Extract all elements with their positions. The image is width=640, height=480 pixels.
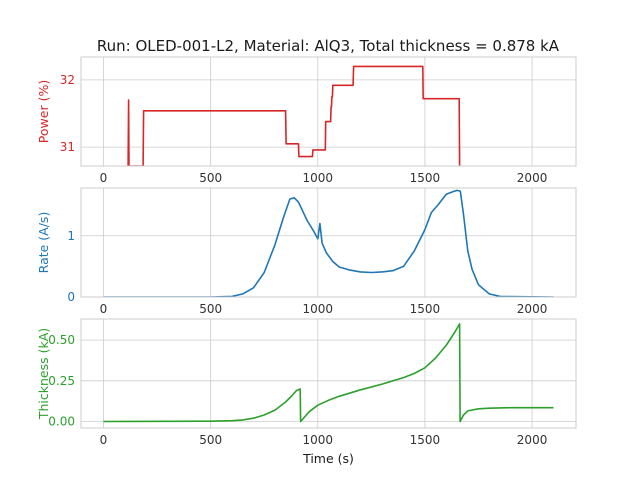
y-tick-label: 0	[67, 290, 75, 304]
x-tick-label: 2000	[517, 171, 548, 185]
x-tick-label: 1500	[410, 171, 441, 185]
thickness-series-line	[103, 323, 554, 423]
x-tick-label: 0	[100, 302, 108, 316]
x-tick-label: 2000	[517, 433, 548, 447]
x-tick-label: 500	[199, 433, 222, 447]
y-tick-label: 31	[60, 140, 75, 154]
rate-axes-frame	[80, 187, 577, 298]
x-tick-label: 1000	[303, 171, 334, 185]
panel-rate: 0 500 1000 1500 2000 0 1 Rate (A/s)	[36, 187, 577, 316]
x-tick-label: 1000	[303, 433, 334, 447]
panel-power: 0 500 1000 1500 2000 31 32 Power (%)	[36, 56, 577, 185]
rate-y-axis-label: Rate (A/s)	[36, 212, 51, 274]
y-tick-label: 0.50	[48, 333, 75, 347]
x-tick-label: 2000	[517, 302, 548, 316]
thickness-x-axis-label: Time (s)	[302, 451, 354, 466]
power-series-line	[127, 65, 461, 166]
x-tick-label: 1500	[410, 433, 441, 447]
figure-title: Run: OLED-001-L2, Material: AlQ3, Total …	[97, 37, 560, 55]
x-tick-label: 500	[199, 302, 222, 316]
y-tick-label: 32	[60, 73, 75, 87]
thickness-y-axis-label: Thickness (kA)	[36, 328, 51, 420]
power-y-axis-label: Power (%)	[36, 80, 51, 143]
y-tick-label: 0.00	[48, 414, 75, 428]
rate-series-line	[103, 189, 554, 297]
x-tick-label: 0	[100, 171, 108, 185]
x-tick-label: 1000	[303, 302, 334, 316]
y-tick-label: 1	[67, 229, 75, 243]
x-tick-label: 1500	[410, 302, 441, 316]
thickness-axes-frame	[80, 318, 577, 429]
y-tick-label: 0.25	[48, 374, 75, 388]
x-tick-label: 500	[199, 171, 222, 185]
power-axes-frame	[80, 56, 577, 167]
x-tick-label: 0	[100, 433, 108, 447]
